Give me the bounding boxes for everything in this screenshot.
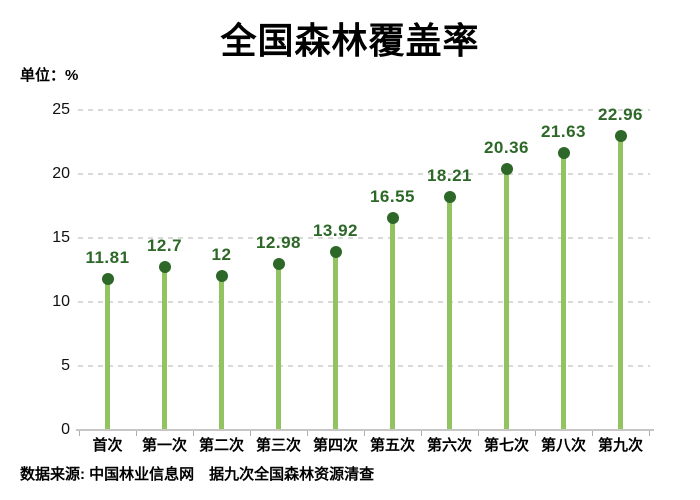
lollipop-dot (500, 163, 513, 176)
x-tick-label: 第七次 (483, 437, 529, 454)
lollipop-stem (504, 169, 509, 429)
x-tick-label: 第九次 (597, 437, 643, 454)
y-tick-label: 25 (52, 101, 70, 118)
lollipop-dot (158, 261, 171, 274)
y-tick-label: 20 (52, 165, 70, 182)
gridline-5 (78, 365, 650, 367)
lollipop-stem (447, 196, 452, 429)
axis-tick (421, 431, 422, 436)
value-label: 21.63 (540, 122, 587, 142)
x-tick-label: 第二次 (198, 437, 244, 454)
axis-tick (307, 431, 308, 436)
lollipop-dot (386, 212, 399, 225)
x-tick-label: 首次 (92, 437, 123, 454)
x-tick-label: 第八次 (540, 437, 586, 454)
axis-tick (478, 431, 479, 436)
value-label: 11.81 (85, 247, 130, 267)
gridline-15 (78, 237, 650, 239)
value-label: 20.36 (483, 138, 530, 158)
x-tick-label: 第五次 (369, 437, 415, 454)
lollipop-stem (219, 276, 224, 429)
gridline-20 (78, 173, 650, 175)
x-tick-label: 第四次 (312, 437, 358, 454)
lollipop-stem (333, 251, 338, 429)
value-label: 18.21 (426, 165, 473, 185)
y-tick-label: 0 (61, 421, 70, 438)
chart-title: 全国森林覆盖率 (220, 20, 480, 61)
x-tick-label: 第六次 (426, 437, 472, 454)
value-label: 12.7 (146, 236, 183, 256)
axis-tick (649, 431, 650, 436)
lollipop-stem (276, 263, 281, 429)
lollipop-stem (162, 267, 167, 429)
axis-tick (364, 431, 365, 436)
y-tick-label: 15 (52, 229, 70, 246)
lollipop-dot (329, 245, 342, 258)
value-label: 13.92 (312, 220, 359, 240)
lollipop-dot (557, 147, 570, 160)
axis-tick (79, 431, 80, 436)
lollipop-dot (614, 130, 627, 143)
unit-label: 单位：% (20, 67, 79, 84)
value-label: 22.96 (597, 105, 644, 125)
lollipop-stem (618, 136, 623, 429)
x-axis-line (76, 429, 654, 431)
source-note: 数据来源: 中国林业信息网 据九次全国森林资源清查 (20, 466, 375, 483)
lollipop-stem (390, 218, 395, 429)
lollipop-dot (101, 272, 114, 285)
axis-tick (136, 431, 137, 436)
axis-tick (250, 431, 251, 436)
x-tick-label: 第一次 (141, 437, 187, 454)
gridline-10 (78, 301, 650, 303)
axis-tick (535, 431, 536, 436)
lollipop-dot (443, 190, 456, 203)
value-label: 16.55 (369, 187, 416, 207)
lollipop-dot (272, 257, 285, 270)
gridline-25 (78, 109, 650, 111)
lollipop-stem (561, 153, 566, 429)
lollipop-stem (105, 278, 110, 429)
axis-tick (193, 431, 194, 436)
value-label: 12.98 (255, 232, 302, 252)
y-tick-label: 5 (61, 357, 70, 374)
y-tick-label: 10 (52, 293, 70, 310)
value-label: 12 (211, 245, 232, 265)
lollipop-dot (215, 270, 228, 283)
axis-tick (592, 431, 593, 436)
x-tick-label: 第三次 (255, 437, 301, 454)
